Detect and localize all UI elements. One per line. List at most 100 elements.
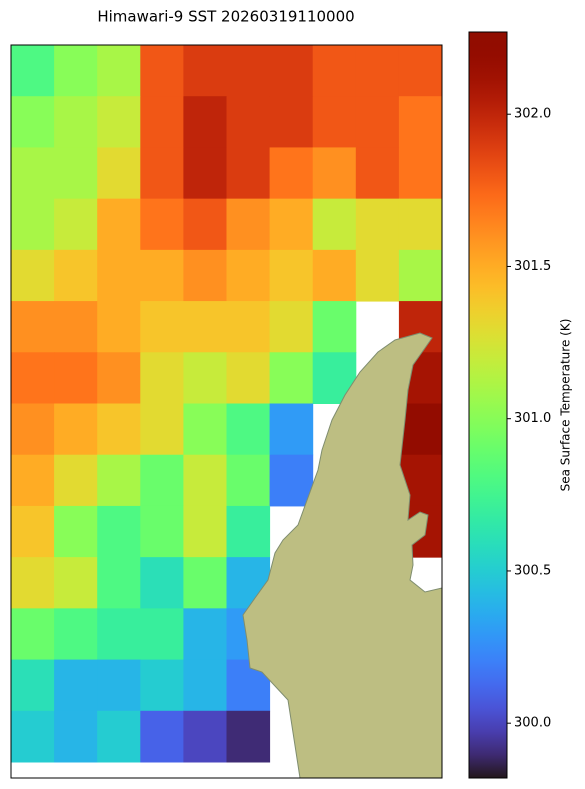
sst-cell [140, 557, 184, 609]
sst-cell [226, 45, 271, 97]
sst-cell [11, 352, 55, 404]
sst-cell [269, 45, 314, 97]
sst-cell [398, 147, 443, 200]
sst-cell [312, 45, 357, 97]
sst-cell [54, 198, 98, 251]
sst-cell [54, 249, 98, 302]
sst-cell [11, 147, 55, 200]
sst-cell [97, 608, 141, 661]
sst-cell [140, 352, 184, 404]
sst-cell [54, 45, 98, 97]
sst-cell [97, 403, 141, 456]
sst-cell [140, 45, 184, 97]
sst-cell [226, 96, 271, 148]
sst-cell [183, 608, 227, 661]
sst-cell [11, 710, 55, 763]
sst-cell [312, 301, 357, 353]
colorbar-tick-label: 302.0 [514, 107, 551, 122]
sst-cell [269, 249, 314, 302]
sst-cell [97, 96, 141, 148]
sst-cell [54, 352, 98, 404]
sst-cell [183, 659, 227, 712]
sst-cell [355, 45, 400, 97]
colorbar [468, 31, 508, 779]
sst-cell [226, 147, 271, 200]
sst-cell [11, 557, 55, 609]
sst-cell [11, 198, 55, 251]
sst-cell [355, 249, 400, 302]
sst-cell [140, 659, 184, 712]
sst-cell [355, 96, 400, 148]
sst-cell [269, 147, 314, 200]
sst-cell [140, 403, 184, 456]
sst-cell [183, 505, 227, 558]
sst-cell [140, 301, 184, 353]
chart-title: Himawari-9 SST 20260319110000 [97, 8, 354, 26]
sst-cell [312, 249, 357, 302]
sst-cell [54, 710, 98, 763]
sst-cell [140, 505, 184, 558]
sst-cell [54, 557, 98, 609]
sst-cell [140, 710, 184, 763]
colorbar-tick-label: 301.5 [514, 259, 551, 274]
sst-cell [54, 659, 98, 712]
sst-cell [54, 608, 98, 661]
sst-cell [226, 352, 271, 404]
sst-cell [269, 352, 314, 404]
sst-cell [226, 301, 271, 353]
sst-cell [97, 301, 141, 353]
sst-cell [398, 249, 443, 302]
sst-cell [140, 198, 184, 251]
sst-cell [183, 454, 227, 507]
sst-cell [54, 403, 98, 456]
sst-cell [183, 301, 227, 353]
sst-cell [54, 505, 98, 558]
sst-cell [183, 96, 227, 148]
sst-cell [226, 403, 271, 456]
sst-cell [140, 454, 184, 507]
sst-cell [269, 403, 314, 456]
colorbar-tick-label: 300.5 [514, 563, 551, 578]
sst-cell [97, 710, 141, 763]
sst-cell [54, 301, 98, 353]
sst-cell [183, 147, 227, 200]
sst-cell [226, 454, 271, 507]
sst-cell [97, 659, 141, 712]
sst-cell [54, 147, 98, 200]
colorbar-tick-label: 300.0 [514, 716, 551, 731]
colorbar-label: Sea Surface Temperature (K) [559, 319, 573, 492]
sst-cell [398, 45, 443, 97]
sst-cell [11, 505, 55, 558]
sst-cell [11, 301, 55, 353]
sst-cell [140, 96, 184, 148]
sst-cell [183, 403, 227, 456]
map-frame [10, 44, 443, 779]
colorbar-tick-label: 301.0 [514, 411, 551, 426]
sst-cell [11, 608, 55, 661]
sst-cell [269, 96, 314, 148]
sst-cell [226, 710, 271, 763]
sst-cell [398, 96, 443, 148]
sst-cell [355, 198, 400, 251]
sst-cell [312, 147, 357, 200]
sst-cell [226, 249, 271, 302]
sst-cell [11, 249, 55, 302]
sst-cell [54, 454, 98, 507]
sst-cell [355, 147, 400, 200]
sst-cell [97, 198, 141, 251]
sst-cell [97, 147, 141, 200]
sst-cell [398, 198, 443, 251]
sst-cell [54, 96, 98, 148]
sst-cell [97, 505, 141, 558]
sst-cell [97, 352, 141, 404]
sst-cell [312, 96, 357, 148]
sst-cell [11, 659, 55, 712]
sst-cell [11, 96, 55, 148]
land [242, 332, 443, 779]
sst-cell [97, 249, 141, 302]
sst-cell [97, 454, 141, 507]
sst-cell [226, 505, 271, 558]
sst-cell [269, 198, 314, 251]
sst-cell [312, 198, 357, 251]
sst-cell [183, 198, 227, 251]
